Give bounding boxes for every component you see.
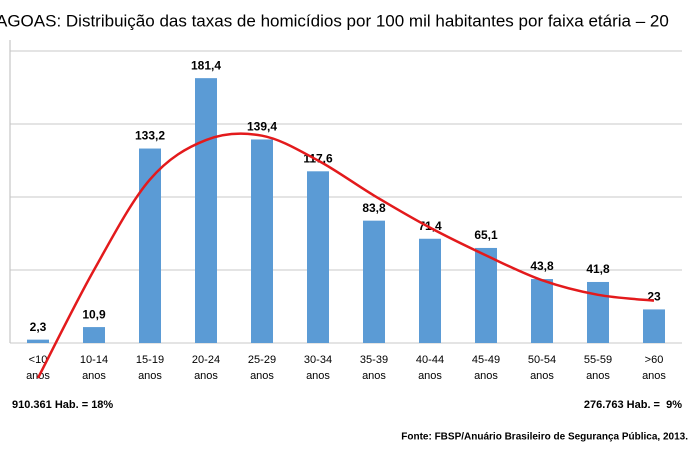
x-tick-label: 40-44 anos	[416, 354, 444, 382]
bar	[363, 220, 385, 343]
bar	[251, 139, 273, 343]
x-tick-label: >60 anos	[642, 354, 666, 382]
x-tick-label: 10-14 anos	[80, 354, 108, 382]
value-label: 181,4	[191, 58, 221, 72]
trend-line	[36, 132, 655, 379]
value-label: 2,3	[30, 320, 47, 334]
value-label: 43,8	[530, 259, 554, 273]
x-tick-label: 15-19 anos	[136, 354, 164, 382]
annotation: 910.361 Hab. = 18%	[12, 399, 113, 411]
x-tick-label: 45-49 anos	[472, 354, 500, 382]
bar	[27, 339, 49, 343]
x-tick-label: 55-59 anos	[584, 354, 612, 382]
value-label: 83,8	[362, 201, 386, 215]
x-tick-label: 35-39 anos	[360, 354, 388, 382]
source: Fonte: FBSP/Anuário Brasileiro de Segura…	[401, 432, 688, 443]
value-label: 117,6	[303, 151, 333, 165]
chart-title: AGOAS: Distribuição das taxas de homicíd…	[0, 11, 669, 30]
bar	[419, 238, 441, 343]
bar	[475, 247, 497, 343]
value-label: 10,9	[82, 307, 106, 321]
value-label: 41,8	[586, 262, 610, 276]
bar	[139, 148, 161, 343]
bar	[195, 78, 217, 343]
bar	[83, 327, 105, 343]
value-label: 133,2	[135, 129, 165, 143]
annotation: 276.763 Hab. = 9%	[584, 399, 682, 411]
bar	[643, 309, 665, 343]
x-tick-label: 20-24 anos	[192, 354, 220, 382]
bar	[307, 171, 329, 343]
bar	[531, 279, 553, 343]
x-tick-label: 50-54 anos	[528, 354, 556, 382]
bar	[587, 281, 609, 343]
value-label: 71,4	[418, 219, 442, 233]
value-label: 139,4	[247, 120, 277, 134]
x-tick-label: 25-29 anos	[248, 354, 276, 382]
x-tick-label: 30-34 anos	[304, 354, 332, 382]
value-label: 65,1	[474, 228, 498, 242]
